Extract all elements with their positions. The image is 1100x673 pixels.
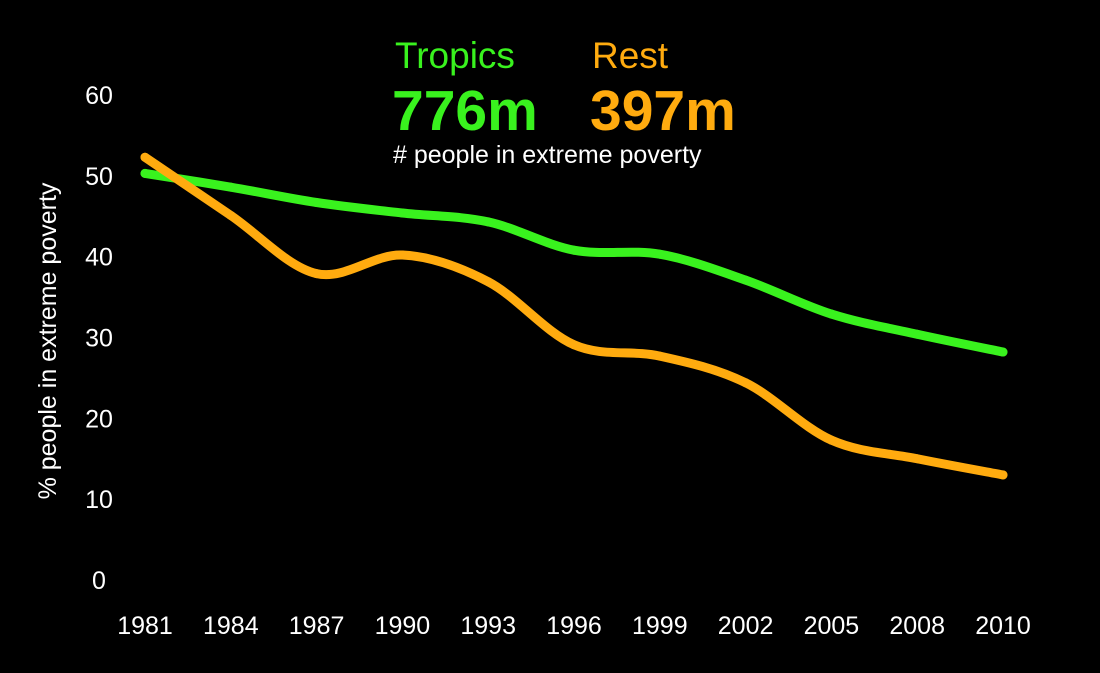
- point-tropics-1993: [483, 217, 493, 227]
- point-rest-1987: [312, 269, 322, 279]
- point-rest-1990: [397, 250, 407, 260]
- y-axis-label: % people in extreme poverty: [34, 182, 62, 499]
- x-tick-labels: 1981 1984 1987 1990 1993 1996 1999 2002 2005 2008…: [117, 612, 1031, 640]
- legend-annotation: # people in extreme poverty: [393, 141, 702, 169]
- x-tick-label-1987: 1987: [289, 612, 345, 640]
- y-tick-label-60: 60: [85, 82, 113, 110]
- x-tick-label-1996: 1996: [546, 612, 602, 640]
- x-tick-label-1981: 1981: [117, 612, 173, 640]
- x-tick-label-1999: 1999: [632, 612, 688, 640]
- x-tick-label-2008: 2008: [889, 612, 945, 640]
- point-tropics-2010: [998, 347, 1008, 357]
- point-rest-2002: [741, 378, 751, 388]
- point-tropics-2002: [741, 275, 751, 285]
- legend-tropics-total: 776m: [392, 79, 538, 143]
- series-points: [140, 152, 1008, 480]
- y-tick-labels: 0 10 20 30 40 50 60: [85, 82, 113, 595]
- point-tropics-2005: [826, 309, 836, 319]
- x-tick-label-1990: 1990: [375, 612, 431, 640]
- x-tick-label-1984: 1984: [203, 612, 259, 640]
- y-tick-label-10: 10: [85, 486, 113, 514]
- point-tropics-1999: [655, 249, 665, 259]
- series-lines: [140, 152, 1008, 480]
- point-tropics-1996: [569, 245, 579, 255]
- legend: Tropics 776m Rest 397m # people in extre…: [392, 35, 736, 169]
- x-tick-label-2005: 2005: [804, 612, 860, 640]
- point-rest-1981: [140, 152, 150, 162]
- x-tick-label-2002: 2002: [718, 612, 774, 640]
- point-tropics-1984: [226, 182, 236, 192]
- y-tick-label-0: 0: [92, 567, 106, 595]
- legend-rest-name: Rest: [592, 35, 669, 76]
- point-rest-1984: [226, 210, 236, 220]
- legend-rest-total: 397m: [590, 79, 736, 143]
- series-line-rest: [140, 152, 1008, 480]
- point-tropics-1990: [397, 208, 407, 218]
- point-rest-2010: [998, 470, 1008, 480]
- series-line-tropics: [140, 168, 1008, 357]
- point-rest-1993: [483, 277, 493, 287]
- y-tick-label-20: 20: [85, 405, 113, 433]
- x-tick-label-1993: 1993: [460, 612, 516, 640]
- point-rest-1999: [655, 351, 665, 361]
- legend-tropics-name: Tropics: [395, 35, 515, 76]
- y-tick-label-50: 50: [85, 163, 113, 191]
- x-tick-label-2010: 2010: [975, 612, 1031, 640]
- y-tick-label-30: 30: [85, 325, 113, 353]
- point-rest-1996: [569, 340, 579, 350]
- point-tropics-2008: [912, 329, 922, 339]
- point-tropics-1981: [140, 168, 150, 178]
- point-tropics-1987: [312, 198, 322, 208]
- y-tick-label-40: 40: [85, 244, 113, 272]
- point-rest-2005: [826, 435, 836, 445]
- point-rest-2008: [912, 454, 922, 464]
